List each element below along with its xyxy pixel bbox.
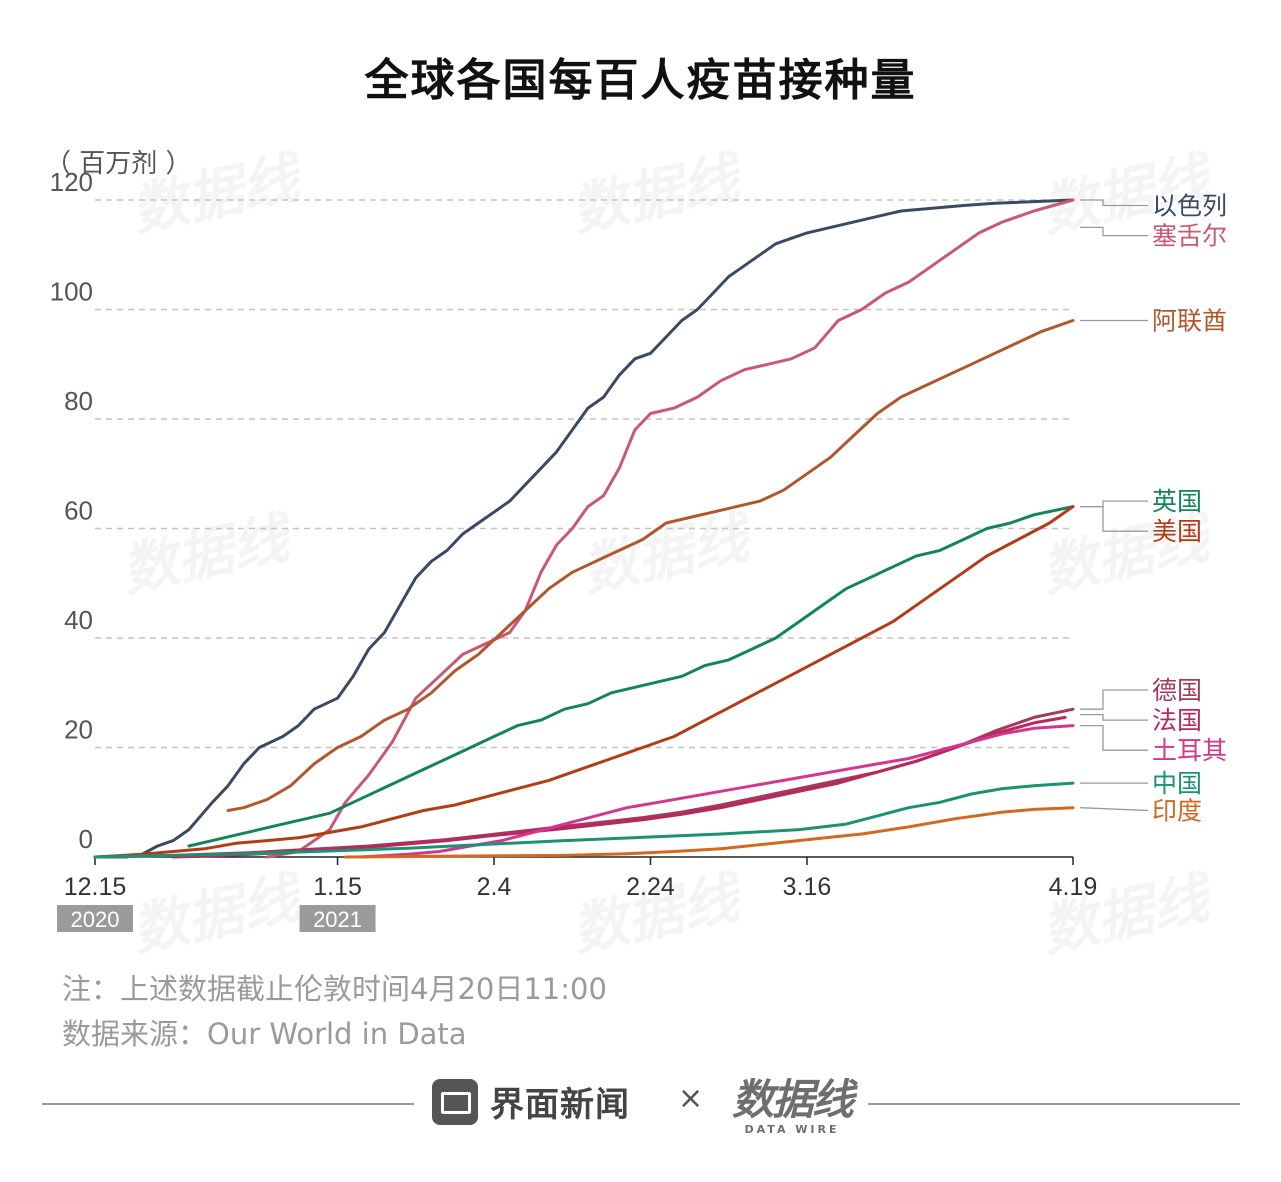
year-badge-label: 2021 xyxy=(313,907,362,932)
label-leader-line xyxy=(1080,713,1148,721)
series-line xyxy=(343,806,1075,859)
series-label: 以色列 xyxy=(1152,191,1227,220)
y-tick-label: 60 xyxy=(64,496,93,526)
x-tick-label: 4.19 xyxy=(1049,873,1098,901)
logo-main: 数据线 xyxy=(732,1075,854,1124)
series-line xyxy=(359,724,1075,859)
line-chart: （ 百万剂 ） 0 20 40 60 80 100 120 12.15 2020 1.15 2021 2… xyxy=(45,149,1227,932)
series-line xyxy=(226,319,1075,812)
series-line xyxy=(187,505,1075,848)
label-leader-line xyxy=(1080,199,1148,207)
x-tick-label: 2.4 xyxy=(477,873,512,901)
label-leader-line xyxy=(1080,505,1148,532)
y-tick-label: 80 xyxy=(64,386,93,416)
x-tick-label: 3.16 xyxy=(783,873,832,901)
series-line xyxy=(93,505,1075,859)
y-tick-label: 0 xyxy=(79,824,93,854)
series-label: 印度 xyxy=(1152,796,1202,825)
series-label: 德国 xyxy=(1152,676,1202,705)
data-wire-logo: 数据线 DATA WIRE xyxy=(732,1066,854,1136)
x-tick-label: 1.15 xyxy=(313,873,362,901)
year-badge-label: 2020 xyxy=(71,907,120,932)
brand-jiemian: 界面新闻 xyxy=(432,1077,630,1126)
y-tick-label: 40 xyxy=(64,605,93,635)
series-label: 法国 xyxy=(1152,706,1202,735)
series-label: 英国 xyxy=(1152,487,1202,516)
times-sign: × xyxy=(678,1081,704,1116)
series-label: 阿联酋 xyxy=(1152,306,1227,335)
year-badge xyxy=(57,905,133,932)
chart-title: 全球各国每百人疫苗接种量 xyxy=(364,55,917,106)
series-label: 土耳其 xyxy=(1152,736,1227,765)
series-line xyxy=(93,198,1075,859)
source-text: 数据来源：Our World in Data xyxy=(62,1017,467,1051)
label-leader-line xyxy=(1080,724,1148,751)
logo-sub: DATA WIRE xyxy=(744,1123,840,1136)
note-text: 注：上述数据截止伦敦时间4月20日11:00 xyxy=(62,972,607,1006)
series-line xyxy=(93,781,1075,859)
x-tick-label: 2.24 xyxy=(626,873,675,901)
footer-divider-left xyxy=(42,1103,414,1105)
label-leader-line xyxy=(1080,226,1148,237)
series-label: 中国 xyxy=(1152,769,1202,798)
x-tick-label: 12.15 xyxy=(64,873,127,901)
series-label: 塞舌尔 xyxy=(1152,222,1227,251)
y-tick-label: 20 xyxy=(64,715,93,745)
year-badge xyxy=(299,905,376,932)
jiemian-logo-icon xyxy=(432,1078,478,1125)
brand-name: 界面新闻 xyxy=(490,1085,630,1125)
footer-divider-right xyxy=(868,1103,1240,1105)
series-label: 美国 xyxy=(1152,517,1202,546)
label-leader-line xyxy=(1080,500,1148,508)
series-line xyxy=(265,198,1075,859)
y-tick-label: 120 xyxy=(50,167,93,197)
label-leader-line xyxy=(1080,689,1148,710)
y-axis-unit: （ 百万剂 ） xyxy=(45,149,192,179)
y-tick-label: 100 xyxy=(50,277,93,307)
label-leader-line xyxy=(1079,807,1149,812)
